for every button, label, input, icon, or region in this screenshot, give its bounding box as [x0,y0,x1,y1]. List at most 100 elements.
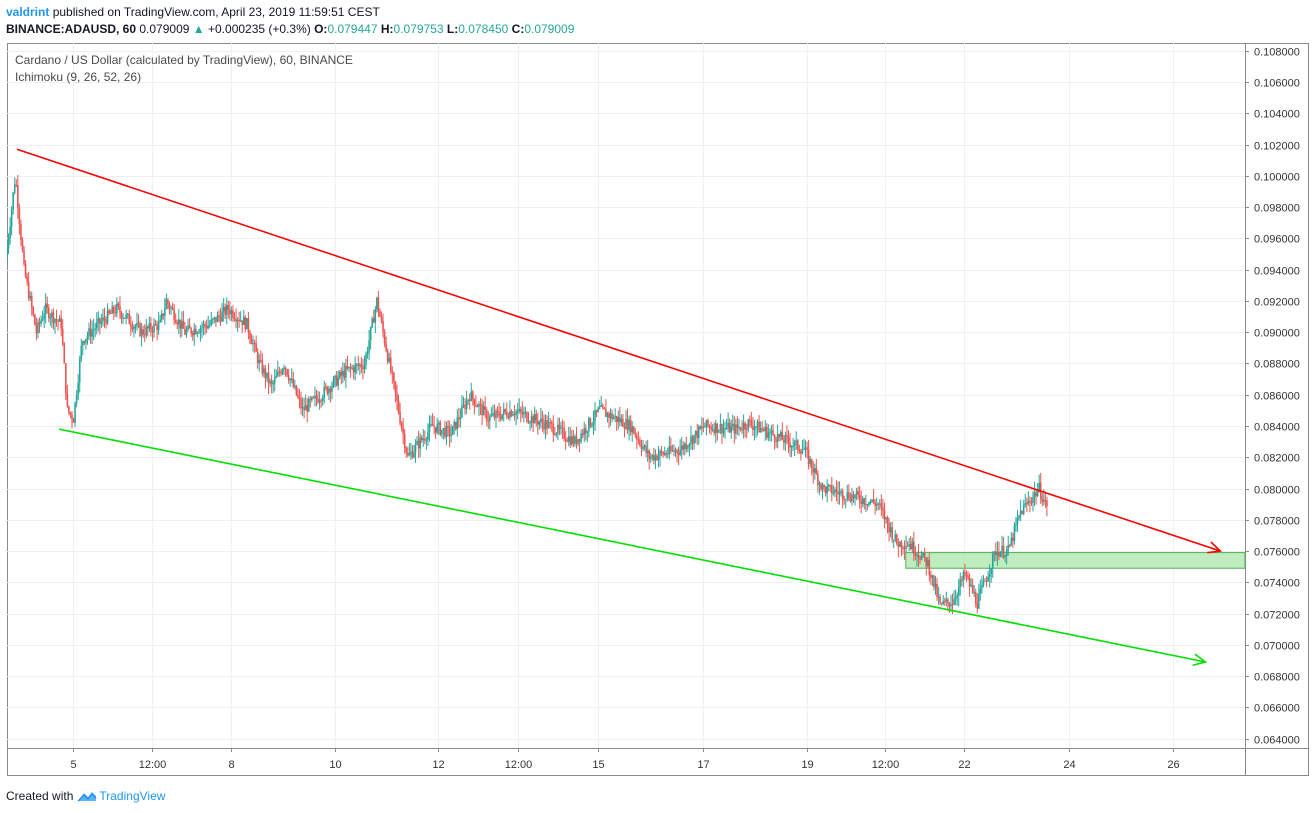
candle-body [767,432,770,438]
candle-body [510,411,513,416]
author-name[interactable]: valdrint [6,5,50,19]
candle-body [188,325,191,329]
candle-body [221,311,223,322]
candle-body [88,328,90,336]
candle-body [10,209,13,227]
indicator-legend[interactable]: Ichimoku (9, 26, 52, 26) [15,70,142,84]
candle-body [741,429,743,431]
candle-body [479,404,482,406]
candle-body [611,413,613,420]
candle-body [252,343,254,345]
candle-body [176,322,179,325]
candle-body [523,412,525,415]
candle-body [513,414,516,416]
candle-body [558,424,561,429]
candle-body [730,426,733,433]
candle-body [752,425,754,430]
tradingview-brand[interactable]: TradingView [77,789,165,803]
candle-body [566,440,568,442]
candle-body [21,240,24,251]
candle-body [569,436,572,445]
candle-body [417,440,420,449]
candle-body [441,429,443,435]
candle-body [793,441,796,446]
candle-body [465,400,468,409]
chart-frame[interactable]: 0.108000 0.106000 0.104000 0.102000 0.100000… [7,43,1309,776]
candle-body [499,416,502,419]
candle-body [637,439,640,441]
candle-body [926,559,929,566]
candle-body [328,388,330,394]
candle-body [961,579,963,581]
open-label: O: [314,22,328,36]
candle-body [902,547,904,549]
candle-body [993,551,996,555]
candle-body [951,604,954,606]
candle-body [747,419,750,430]
candle-body [294,385,296,387]
candle-body [759,428,762,433]
candle-body [281,369,284,374]
low-label: L: [446,22,459,36]
candle-body [471,391,474,400]
candle-body [410,451,412,454]
candle-body [940,602,943,604]
candle-body [821,484,824,490]
candle-body [885,517,887,520]
candle-body [978,594,980,609]
candle-body [679,450,681,455]
price-chart[interactable]: 0.108000 0.106000 0.104000 0.102000 0.100000… [7,43,1309,776]
candle-body [145,326,148,336]
price-tick-label: 0.092000 [1254,297,1300,309]
candle-body [708,425,711,427]
candle-body [626,419,629,431]
candle-body [111,306,114,314]
candle-body [663,453,666,455]
time-tick-label: 22 [958,759,970,771]
candle-body [468,399,471,401]
candle-body [1024,503,1027,505]
candle-body [928,559,931,575]
candle-body [914,553,917,556]
candle-body [546,420,548,428]
candle-body [122,317,124,319]
candle-body [270,380,273,385]
candle-body [1019,510,1022,516]
candle-body [434,427,437,433]
candle-body [527,421,530,423]
chart-border [7,43,1309,776]
price-tick-label: 0.090000 [1254,328,1300,340]
candle-body [263,368,265,374]
candle-body [953,599,955,605]
price-tick-label: 0.098000 [1254,203,1300,215]
time-tick-label: 24 [1063,759,1075,771]
candle-body [105,319,107,324]
candle-body [462,404,465,406]
candle-body [592,420,595,425]
candle-body [896,534,898,544]
candle-body [925,557,928,566]
candle-body [239,320,242,322]
candle-body [403,433,406,448]
candle-body [112,306,115,313]
support-line [58,428,1206,663]
candle-body [219,316,222,322]
candle-body [642,446,644,450]
candle-body [321,398,324,401]
candle-body [889,527,892,533]
price-tick-label: 0.074000 [1254,578,1300,590]
candle-body [1043,500,1045,502]
candle-body [617,417,620,422]
candle-body [242,317,245,326]
candle-body [711,429,714,431]
candle-body [54,319,56,324]
candle-body [634,433,637,436]
candle-body [1033,492,1036,498]
candle-body [400,423,403,428]
candle-body [668,446,671,454]
candle-body [97,318,100,323]
candle-body [379,311,381,317]
candle-body [170,307,172,309]
candle-body [382,321,384,332]
candle-body [674,450,677,452]
